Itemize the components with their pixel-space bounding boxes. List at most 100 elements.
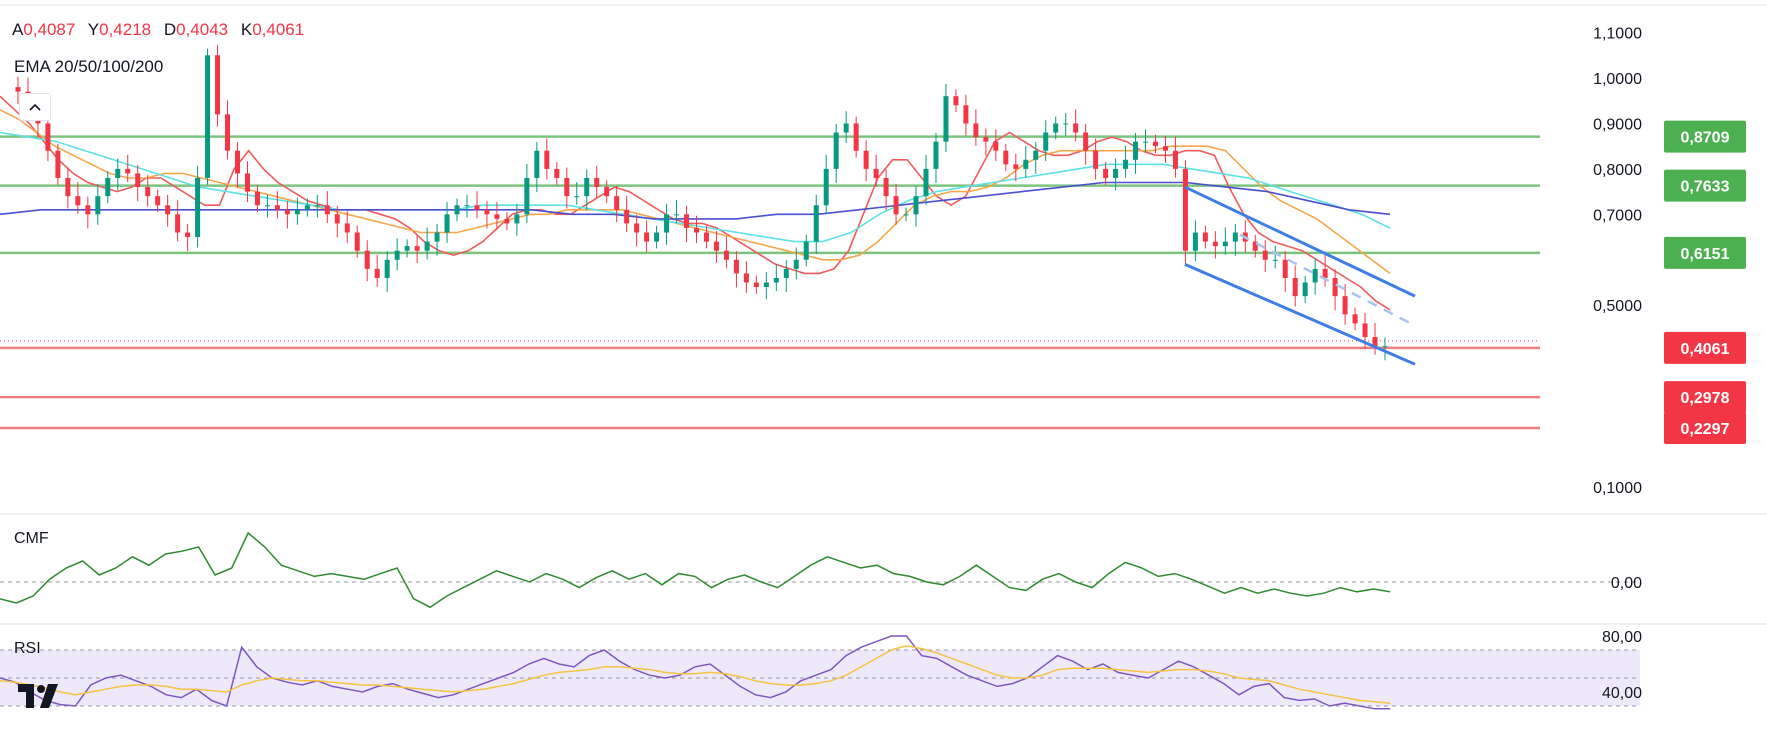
candle — [1212, 231, 1218, 259]
candle — [1043, 120, 1049, 162]
candle-body — [843, 123, 849, 133]
chevron-up-icon — [29, 103, 41, 111]
candle-body — [135, 173, 141, 188]
candle — [1063, 112, 1069, 136]
candle — [803, 234, 809, 267]
candle — [703, 225, 709, 249]
candle — [404, 239, 410, 258]
candle-body — [913, 196, 919, 215]
candle-body — [125, 168, 131, 174]
candle-body — [1172, 150, 1178, 169]
candle — [444, 202, 450, 243]
candle — [474, 191, 480, 219]
candle — [464, 194, 470, 218]
candle-body — [703, 232, 709, 242]
candle-body — [484, 209, 490, 215]
candle — [644, 220, 650, 253]
rsi-axis-tick: 40,00 — [1602, 685, 1642, 702]
candle — [225, 100, 231, 160]
candle — [684, 205, 690, 243]
price-axis-tick: 0,5000 — [1593, 298, 1642, 315]
candle — [1342, 283, 1348, 325]
candle — [933, 132, 939, 183]
candle-body — [534, 150, 540, 178]
candle — [105, 171, 111, 203]
candle-body — [893, 196, 899, 215]
candle-body — [195, 177, 201, 238]
candle — [454, 198, 460, 222]
candle — [65, 167, 71, 209]
candle-body — [1013, 164, 1019, 169]
candle-body — [205, 55, 211, 178]
candle — [1083, 123, 1089, 165]
candle — [145, 174, 151, 207]
low-value: 0,4043 — [176, 20, 229, 39]
candle-body — [264, 205, 270, 207]
ema-indicator-label[interactable]: EMA 20/50/100/200 — [14, 57, 164, 76]
rsi-pane-label[interactable]: RSI — [14, 640, 41, 657]
candle-body — [574, 196, 580, 198]
candle — [883, 169, 889, 211]
badge-background — [1664, 412, 1746, 445]
candle — [135, 164, 141, 202]
candle-body — [175, 214, 181, 233]
candle-body — [1153, 141, 1158, 147]
candle — [1352, 307, 1358, 331]
candle — [614, 185, 620, 223]
badge-label: 0,8709 — [1681, 130, 1730, 147]
candle — [1322, 254, 1328, 287]
candle-body — [354, 232, 360, 251]
candle — [943, 83, 949, 153]
candle — [1153, 134, 1158, 153]
candle — [1232, 223, 1238, 256]
candle — [763, 272, 769, 300]
candle-body — [674, 214, 680, 216]
candle-body — [65, 177, 71, 197]
candle — [1033, 142, 1039, 174]
tradingview-logo-icon[interactable] — [18, 684, 64, 713]
ema-line-100 — [0, 131, 1391, 243]
badge-label: 0,2978 — [1681, 390, 1730, 407]
candle-body — [863, 150, 869, 169]
candle — [364, 240, 370, 282]
close-value: 0,4061 — [252, 20, 305, 39]
rsi-line — [0, 635, 1390, 710]
candle-body — [1362, 323, 1368, 338]
candle — [813, 194, 819, 254]
candle — [1073, 109, 1079, 142]
candle — [634, 214, 640, 247]
candle-body — [1322, 268, 1328, 278]
candle — [963, 94, 969, 136]
candle — [544, 138, 550, 180]
candle — [594, 165, 600, 198]
candle — [484, 201, 490, 229]
candle-body — [953, 96, 959, 106]
candle-body — [684, 214, 690, 228]
collapse-indicators-button[interactable] — [19, 93, 51, 121]
low-label: D — [163, 20, 177, 39]
candle-body — [664, 214, 670, 233]
candle — [125, 154, 131, 183]
candle-body — [1003, 150, 1009, 165]
candle — [823, 154, 829, 214]
candle-body — [1222, 241, 1228, 247]
candle-body — [1332, 277, 1338, 297]
candle-body — [903, 214, 909, 216]
cmf-pane: 0,00 — [0, 531, 1642, 609]
cmf-axis-tick: 0,00 — [1611, 575, 1642, 592]
candle — [1133, 132, 1139, 174]
badge-label: 0,7633 — [1681, 179, 1730, 196]
candle-body — [554, 168, 560, 178]
cmf-pane-label[interactable]: CMF — [14, 530, 49, 547]
candle-body — [434, 232, 440, 242]
candle-body — [225, 114, 231, 151]
candle — [175, 200, 181, 242]
candle-body — [1162, 146, 1168, 151]
candle — [284, 201, 290, 229]
candle-body — [1073, 123, 1079, 133]
candle-body — [165, 205, 171, 215]
candle-body — [1083, 132, 1089, 151]
badge-background — [1664, 169, 1746, 202]
candle-body — [145, 187, 151, 197]
candle-body — [294, 209, 300, 215]
